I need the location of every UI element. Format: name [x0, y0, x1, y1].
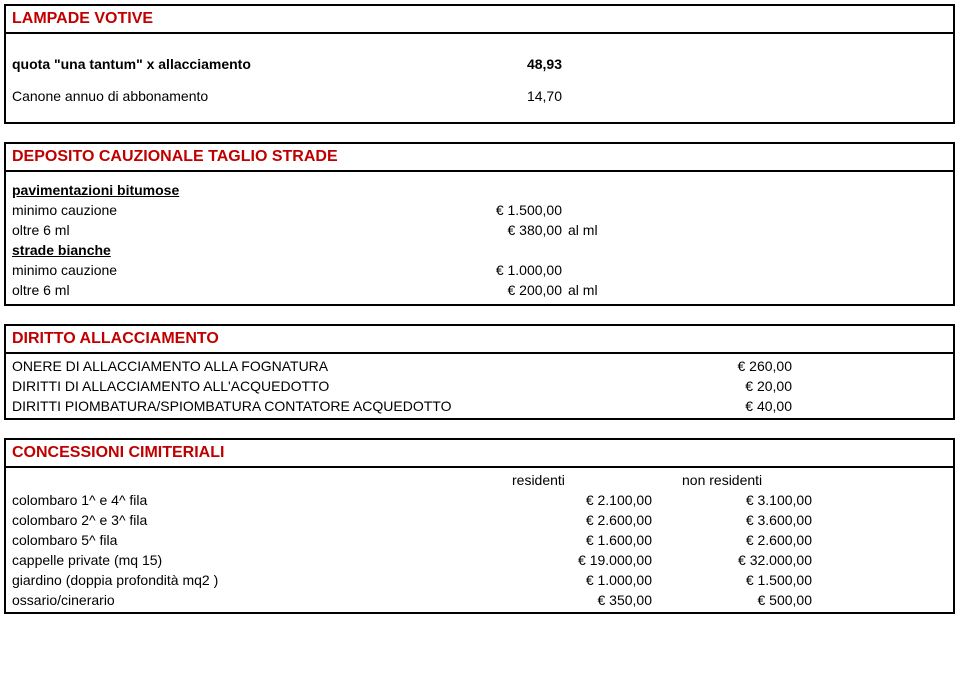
- row-label: colombaro 5^ fila: [12, 532, 492, 548]
- section-lampade: LAMPADE VOTIVE quota "una tantum" x alla…: [4, 4, 955, 124]
- row-value: € 20,00: [662, 378, 792, 394]
- table-row: giardino (doppia profondità mq2 ) € 1.00…: [12, 570, 947, 590]
- row-label: DIRITTI DI ALLACCIAMENTO ALL'ACQUEDOTTO: [12, 378, 662, 394]
- row-value-nonres: € 500,00: [652, 592, 812, 608]
- row-value: 48,93: [432, 56, 562, 72]
- table-header-row: residenti non residenti: [12, 470, 947, 490]
- section-title-cimiteriali: CONCESSIONI CIMITERIALI: [6, 440, 953, 468]
- table-row: cappelle private (mq 15) € 19.000,00 € 3…: [12, 550, 947, 570]
- table-row: DIRITTI DI ALLACCIAMENTO ALL'ACQUEDOTTO …: [12, 376, 947, 396]
- table-row: Canone annuo di abbonamento 14,70: [12, 86, 947, 106]
- row-label: minimo cauzione: [12, 262, 432, 278]
- row-suffix: al ml: [562, 222, 658, 238]
- row-value-nonres: € 2.600,00: [652, 532, 812, 548]
- row-label: colombaro 2^ e 3^ fila: [12, 512, 492, 528]
- header-empty: [12, 472, 492, 488]
- row-label: minimo cauzione: [12, 202, 432, 218]
- table-row: ONERE DI ALLACCIAMENTO ALLA FOGNATURA € …: [12, 356, 947, 376]
- header-non-residenti: non residenti: [672, 472, 842, 488]
- row-value: € 260,00: [662, 358, 792, 374]
- row-label: oltre 6 ml: [12, 222, 432, 238]
- row-value: € 200,00: [432, 282, 562, 298]
- row-label: ossario/cinerario: [12, 592, 492, 608]
- row-value-res: € 1.000,00: [492, 572, 652, 588]
- section-body-diritto: ONERE DI ALLACCIAMENTO ALLA FOGNATURA € …: [6, 354, 953, 418]
- row-suffix: al ml: [562, 282, 658, 298]
- row-value-res: € 2.600,00: [492, 512, 652, 528]
- row-value-nonres: € 3.600,00: [652, 512, 812, 528]
- section-title-diritto: DIRITTO ALLACCIAMENTO: [6, 326, 953, 354]
- table-row: minimo cauzione € 1.500,00: [12, 200, 947, 220]
- section-title-lampade: LAMPADE VOTIVE: [6, 6, 953, 34]
- row-label: oltre 6 ml: [12, 282, 432, 298]
- row-suffix: [562, 262, 658, 278]
- section-diritto: DIRITTO ALLACCIAMENTO ONERE DI ALLACCIAM…: [4, 324, 955, 420]
- group-header-label: pavimentazioni bitumose: [12, 182, 432, 198]
- row-value: € 40,00: [662, 398, 792, 414]
- row-value-nonres: € 1.500,00: [652, 572, 812, 588]
- table-row: quota "una tantum" x allacciamento 48,93: [12, 54, 947, 74]
- header-residenti: residenti: [492, 472, 672, 488]
- table-row: oltre 6 ml € 380,00 al ml: [12, 220, 947, 240]
- row-value-res: € 1.600,00: [492, 532, 652, 548]
- row-label: Canone annuo di abbonamento: [12, 88, 432, 104]
- table-row: colombaro 1^ e 4^ fila € 2.100,00 € 3.10…: [12, 490, 947, 510]
- section-deposito: DEPOSITO CAUZIONALE TAGLIO STRADE pavime…: [4, 142, 955, 306]
- row-label: colombaro 1^ e 4^ fila: [12, 492, 492, 508]
- table-row: DIRITTI PIOMBATURA/SPIOMBATURA CONTATORE…: [12, 396, 947, 416]
- table-row: colombaro 5^ fila € 1.600,00 € 2.600,00: [12, 530, 947, 550]
- row-label: ONERE DI ALLACCIAMENTO ALLA FOGNATURA: [12, 358, 662, 374]
- row-value-res: € 2.100,00: [492, 492, 652, 508]
- section-body-cimiteriali: residenti non residenti colombaro 1^ e 4…: [6, 468, 953, 612]
- row-value: € 380,00: [432, 222, 562, 238]
- table-row: colombaro 2^ e 3^ fila € 2.600,00 € 3.60…: [12, 510, 947, 530]
- section-cimiteriali: CONCESSIONI CIMITERIALI residenti non re…: [4, 438, 955, 614]
- row-value: € 1.000,00: [432, 262, 562, 278]
- table-row: minimo cauzione € 1.000,00: [12, 260, 947, 280]
- group-header-label: strade bianche: [12, 242, 432, 258]
- row-value: € 1.500,00: [432, 202, 562, 218]
- row-suffix: [562, 202, 658, 218]
- table-row: ossario/cinerario € 350,00 € 500,00: [12, 590, 947, 610]
- row-label: DIRITTI PIOMBATURA/SPIOMBATURA CONTATORE…: [12, 398, 662, 414]
- row-value: 14,70: [432, 88, 562, 104]
- group-header: strade bianche: [12, 240, 947, 260]
- row-value-res: € 350,00: [492, 592, 652, 608]
- row-label: giardino (doppia profondità mq2 ): [12, 572, 492, 588]
- row-label: cappelle private (mq 15): [12, 552, 492, 568]
- section-body-deposito: pavimentazioni bitumose minimo cauzione …: [6, 172, 953, 304]
- row-value-res: € 19.000,00: [492, 552, 652, 568]
- table-row: oltre 6 ml € 200,00 al ml: [12, 280, 947, 300]
- group-header: pavimentazioni bitumose: [12, 180, 947, 200]
- row-value-nonres: € 3.100,00: [652, 492, 812, 508]
- section-title-deposito: DEPOSITO CAUZIONALE TAGLIO STRADE: [6, 144, 953, 172]
- row-value-nonres: € 32.000,00: [652, 552, 812, 568]
- row-label: quota "una tantum" x allacciamento: [12, 56, 432, 72]
- section-body-lampade: quota "una tantum" x allacciamento 48,93…: [6, 34, 953, 122]
